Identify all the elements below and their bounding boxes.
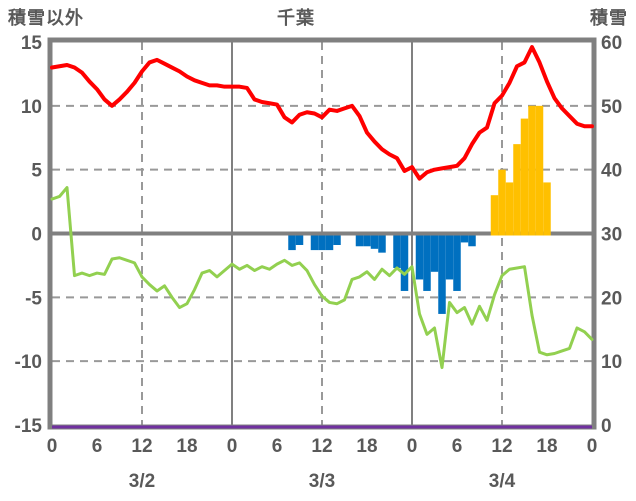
- right-axis-tick-10: 10: [601, 352, 622, 373]
- left-axis-tick--5: -5: [25, 288, 42, 309]
- blue-bar-h52: [438, 235, 446, 314]
- hour-tick-9: 6: [452, 436, 463, 457]
- hour-tick-1: 6: [92, 436, 103, 457]
- blue-bar-h50: [423, 235, 431, 291]
- blue-bar-h43: [370, 235, 379, 249]
- blue-bar-h41: [355, 235, 364, 247]
- blue-bar-h35: [310, 235, 319, 251]
- orange-bar-h59: [490, 195, 499, 236]
- blue-bar-h54: [453, 235, 461, 291]
- blue-bar-h55: [460, 235, 469, 243]
- orange-bar-h61: [505, 182, 514, 236]
- hour-tick-2: 12: [131, 436, 152, 457]
- blue-bar-h51: [430, 235, 439, 272]
- left-axis-tick-15: 15: [21, 33, 43, 54]
- blue-bar-h36: [318, 235, 326, 251]
- blue-bar-h37: [325, 235, 334, 251]
- date-label-3/2: 3/2: [129, 471, 155, 492]
- hour-tick-5: 6: [272, 436, 283, 457]
- right-axis-tick-0: 0: [601, 416, 612, 437]
- left-axis-tick--10: -10: [15, 352, 42, 373]
- hour-tick-7: 18: [356, 436, 377, 457]
- red-line-series: [50, 45, 594, 181]
- left-axis-tick-5: 5: [31, 161, 42, 182]
- orange-bars-series: [490, 105, 551, 236]
- right-axis-title: 積雪: [590, 8, 628, 28]
- left-axis-title: 積雪以外: [8, 8, 84, 28]
- blue-bar-h42: [363, 235, 371, 247]
- date-label-3/4: 3/4: [489, 471, 516, 492]
- right-axis-tick-40: 40: [601, 161, 622, 182]
- hour-tick-11: 18: [536, 436, 557, 457]
- orange-bar-h64: [528, 105, 536, 236]
- right-axis-tick-60: 60: [601, 33, 622, 54]
- right-axis-tick-20: 20: [601, 288, 622, 309]
- left-axis-tick-10: 10: [21, 97, 42, 118]
- gridlines: [52, 42, 592, 425]
- hour-tick-12: 0: [587, 436, 598, 457]
- hour-tick-10: 12: [491, 436, 512, 457]
- red-line-path: [50, 45, 594, 181]
- orange-bar-h65: [535, 105, 544, 236]
- chart-title: 千葉: [277, 8, 315, 28]
- orange-bar-h60: [498, 169, 506, 236]
- blue-bar-h46: [393, 235, 401, 268]
- right-axis-tick-30: 30: [601, 225, 622, 246]
- right-axis-tick-50: 50: [601, 97, 622, 118]
- hour-tick-0: 0: [47, 436, 58, 457]
- blue-bar-h53: [445, 235, 454, 280]
- hour-tick-3: 18: [176, 436, 197, 457]
- blue-bar-h56: [468, 235, 476, 247]
- left-axis-tick-0: 0: [31, 225, 42, 246]
- blue-bar-h32: [288, 235, 296, 251]
- orange-bar-h62: [513, 144, 521, 236]
- date-label-3/3: 3/3: [309, 471, 335, 492]
- hour-tick-6: 12: [311, 436, 332, 457]
- green-line-path: [50, 186, 594, 370]
- blue-bars-series: [288, 235, 476, 314]
- blue-bar-h49: [415, 235, 424, 280]
- blue-bar-h47: [400, 235, 409, 291]
- blue-bar-h33: [295, 235, 304, 245]
- orange-bar-h66: [543, 182, 551, 236]
- hour-tick-8: 0: [407, 436, 418, 457]
- blue-bar-h44: [378, 235, 386, 253]
- left-axis-tick--15: -15: [15, 416, 43, 437]
- green-line-series: [50, 186, 594, 370]
- blue-bar-h38: [333, 235, 341, 245]
- hour-tick-4: 0: [227, 436, 238, 457]
- orange-bar-h63: [520, 118, 529, 236]
